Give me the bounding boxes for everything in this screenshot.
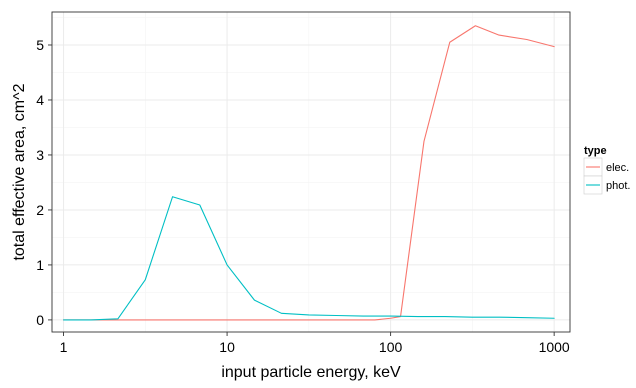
- plot-panel: [52, 12, 570, 332]
- y-axis-title: total effective area, cm^2: [11, 83, 28, 260]
- x-tick-label: 10: [219, 339, 235, 355]
- x-axis-title: input particle energy, keV: [221, 364, 401, 381]
- y-tick-label: 3: [36, 147, 44, 163]
- legend-label: phot.: [606, 180, 630, 192]
- plot-border: [51, 11, 571, 333]
- legend-title: type: [584, 145, 607, 157]
- x-tick-label: 100: [379, 339, 403, 355]
- y-tick-label: 5: [36, 37, 44, 53]
- y-tick-label: 2: [36, 202, 44, 218]
- y-tick-label: 0: [36, 312, 44, 328]
- x-tick-label: 1000: [539, 339, 570, 355]
- y-tick-label: 1: [36, 257, 44, 273]
- y-tick-label: 4: [36, 92, 44, 108]
- series-line-phot: [62, 196, 555, 321]
- x-tick-label: 1: [60, 339, 68, 355]
- legend-label: elec.: [606, 162, 629, 174]
- series-line-elec: [62, 25, 555, 321]
